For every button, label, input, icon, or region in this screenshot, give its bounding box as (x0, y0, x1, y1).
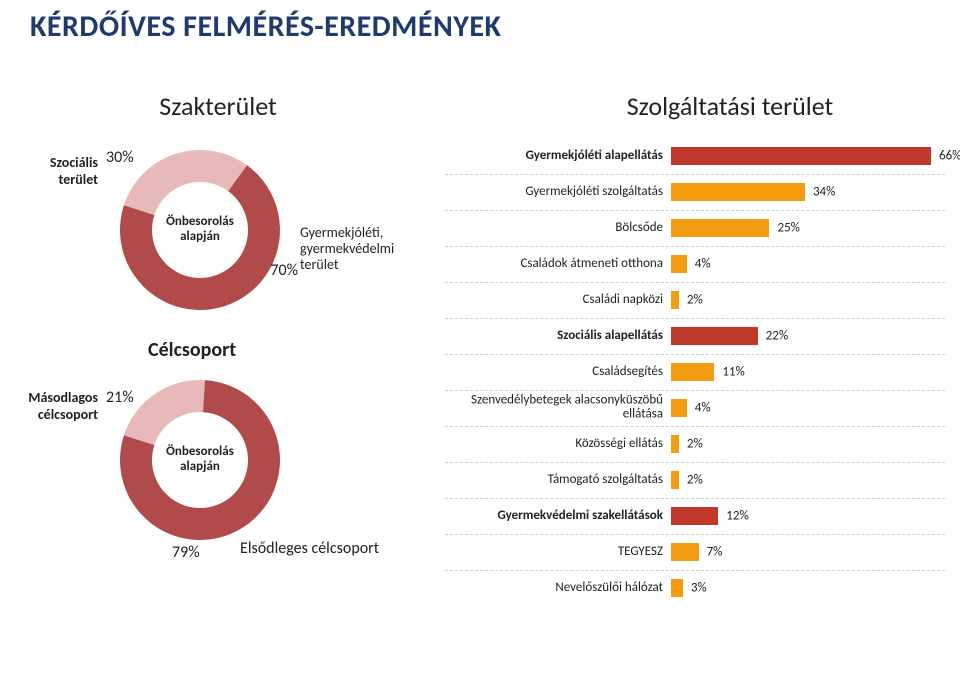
bar-track: 12% (671, 507, 931, 525)
bar-value: 4% (695, 257, 711, 272)
bar-separator (445, 318, 945, 319)
bar-fill (671, 219, 769, 237)
bar-value: 2% (687, 293, 703, 308)
bar-value: 2% (687, 437, 703, 452)
bar-fill (671, 183, 805, 201)
page-title: KÉRDŐÍVES FELMÉRÉS-EREDMÉNYEK (30, 8, 501, 45)
bar-row: Szenvedélybetegek alacsonyküszöbű ellátá… (445, 392, 945, 424)
bar-fill (671, 543, 699, 561)
bar-separator (445, 426, 945, 427)
donut2-b-caption: Elsődleges célcsoport (240, 540, 420, 558)
bar-row: Családsegítés 11% (445, 356, 945, 388)
bar-row: Szociális alapellátás 22% (445, 320, 945, 352)
bar-row: Támogató szolgáltatás 2% (445, 464, 945, 496)
bar-track: 66% (671, 147, 931, 165)
bar-label: Bölcsőde (445, 221, 663, 235)
bar-row: TEGYESZ 7% (445, 536, 945, 568)
bar-separator (445, 570, 945, 571)
bar-value: 12% (726, 509, 748, 524)
donut1-side-label: Szociális terület (18, 155, 98, 189)
bar-fill (671, 255, 687, 273)
bar-separator (445, 534, 945, 535)
bar-value: 22% (766, 329, 788, 344)
bar-fill (671, 507, 718, 525)
bar-fill (671, 579, 683, 597)
bar-separator (445, 390, 945, 391)
bar-track: 34% (671, 183, 931, 201)
bar-label: Családsegítés (445, 365, 663, 379)
donut2: Önbesorolás alapján 21% 79% (110, 370, 290, 550)
bar-value: 34% (813, 185, 835, 200)
bar-fill (671, 471, 679, 489)
bar-row: Gyermekjóléti alapellátás 66% (445, 140, 945, 172)
bar-label: Közösségi ellátás (445, 437, 663, 451)
left-column-header: Szakterület (18, 90, 418, 122)
bar-row: Gyermekjóléti szolgáltatás 34% (445, 176, 945, 208)
bar-row: Bölcsőde 25% (445, 212, 945, 244)
bar-row: Gyermekvédelmi szakellátások 12% (445, 500, 945, 532)
bar-fill (671, 327, 758, 345)
donut1: Önbesorolás alapján 30% 70% (110, 140, 290, 320)
donut2-center-label: Önbesorolás alapján (155, 445, 245, 475)
bar-separator (445, 498, 945, 499)
bar-separator (445, 354, 945, 355)
bar-value: 11% (722, 365, 744, 380)
bar-label: Támogató szolgáltatás (445, 473, 663, 487)
bar-value: 2% (687, 473, 703, 488)
celcsoport-heading: Célcsoport (148, 338, 236, 362)
bar-label: Szociális alapellátás (445, 329, 663, 343)
bar-track: 2% (671, 471, 931, 489)
bar-separator (445, 174, 945, 175)
bar-track: 11% (671, 363, 931, 381)
bar-value: 3% (691, 581, 707, 596)
bar-fill (671, 399, 687, 417)
donut2-side-label: Másodlagos célcsoport (10, 390, 98, 424)
bar-track: 4% (671, 255, 931, 273)
right-column-header: Szolgáltatási terület (530, 90, 930, 122)
left-column: Szakterület (18, 90, 418, 140)
bar-row: Családok átmeneti otthona 4% (445, 248, 945, 280)
bar-separator (445, 246, 945, 247)
donut1-value-b: 70% (270, 261, 298, 280)
bar-row: Családi napközi 2% (445, 284, 945, 316)
bar-value: 7% (707, 545, 723, 560)
bar-fill (671, 435, 679, 453)
bar-label: Családi napközi (445, 293, 663, 307)
donut2-value-a: 21% (106, 388, 134, 407)
bar-fill (671, 363, 714, 381)
bar-separator (445, 462, 945, 463)
bar-label: TEGYESZ (445, 545, 663, 559)
bar-label: Gyermekvédelmi szakellátások (445, 509, 663, 523)
bar-row: Nevelőszülői hálózat 3% (445, 572, 945, 604)
bar-track: 22% (671, 327, 931, 345)
bar-track: 3% (671, 579, 931, 597)
bar-label: Családok átmeneti otthona (445, 257, 663, 271)
bar-label: Szenvedélybetegek alacsonyküszöbű ellátá… (445, 394, 663, 423)
bar-value: 4% (695, 401, 711, 416)
bar-separator (445, 282, 945, 283)
bar-row: Közösségi ellátás 2% (445, 428, 945, 460)
donut1-center-label: Önbesorolás alapján (155, 215, 245, 245)
donut1-b-caption: Gyermekjóléti, gyermekvédelmi terület (300, 225, 430, 273)
donut1-value-a: 30% (106, 148, 134, 167)
donut2-value-b: 79% (172, 543, 200, 562)
bar-track: 2% (671, 435, 931, 453)
bar-label: Nevelőszülői hálózat (445, 581, 663, 595)
bar-value: 66% (939, 149, 960, 164)
bar-label: Gyermekjóléti alapellátás (445, 149, 663, 163)
bar-track: 2% (671, 291, 931, 309)
bar-track: 25% (671, 219, 931, 237)
bar-fill (671, 291, 679, 309)
bar-value: 25% (777, 221, 799, 236)
bar-track: 4% (671, 399, 931, 417)
bar-label: Gyermekjóléti szolgáltatás (445, 185, 663, 199)
bar-separator (445, 210, 945, 211)
bar-fill (671, 147, 931, 165)
bar-track: 7% (671, 543, 931, 561)
